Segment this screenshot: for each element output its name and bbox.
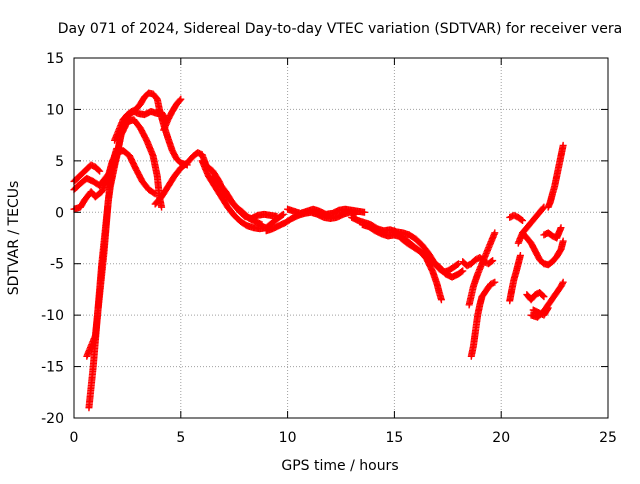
series-track-17 bbox=[465, 229, 499, 309]
data-point-marker bbox=[539, 292, 547, 300]
series-track-25 bbox=[523, 289, 548, 304]
data-point-marker bbox=[491, 229, 499, 237]
series-track-7 bbox=[160, 95, 185, 134]
series-track-12 bbox=[284, 205, 368, 218]
data-point-marker bbox=[273, 212, 281, 220]
data-point-marker bbox=[488, 257, 496, 265]
x-tick-label: 25 bbox=[599, 430, 617, 446]
y-tick-label: 5 bbox=[55, 154, 64, 170]
data-point-marker bbox=[458, 268, 466, 276]
data-point-marker bbox=[459, 267, 467, 275]
data-point-marker bbox=[454, 260, 462, 268]
y-tick-label: 15 bbox=[46, 51, 64, 67]
series-track-18 bbox=[467, 278, 499, 360]
series-track-22 bbox=[519, 229, 567, 269]
data-point-marker bbox=[559, 141, 567, 149]
data-point-marker bbox=[540, 293, 548, 301]
data-point-marker bbox=[544, 304, 552, 312]
data-point-marker bbox=[279, 210, 287, 218]
series-track-15 bbox=[390, 227, 467, 281]
series-track-24 bbox=[540, 224, 565, 242]
y-tick-label: -10 bbox=[41, 308, 64, 324]
tick-layer: 0 5 10 15 20 25 -20 -15 -10 -5 0 5 10 15 bbox=[41, 51, 617, 446]
data-point-marker bbox=[177, 95, 185, 103]
x-tick-label: 5 bbox=[176, 430, 185, 446]
data-point-marker bbox=[559, 278, 567, 286]
x-axis-label: GPS time / hours bbox=[281, 458, 398, 474]
data-point-marker bbox=[150, 189, 158, 197]
x-tick-label: 15 bbox=[385, 430, 403, 446]
x-tick-label: 20 bbox=[492, 430, 510, 446]
y-tick-label: 10 bbox=[46, 102, 64, 118]
data-point-marker bbox=[558, 280, 566, 288]
chart-title: Day 071 of 2024, Sidereal Day-to-day VTE… bbox=[58, 21, 622, 37]
data-point-marker bbox=[489, 257, 497, 265]
y-axis-label: SDTVAR / TECUs bbox=[6, 181, 22, 296]
y-tick-label: -15 bbox=[41, 360, 64, 376]
data-point-marker bbox=[559, 237, 567, 245]
data-point-marker bbox=[437, 296, 445, 304]
data-point-marker bbox=[176, 96, 184, 104]
series-track-4 bbox=[70, 161, 104, 185]
data-point-marker bbox=[360, 208, 368, 216]
data-point-marker bbox=[278, 211, 286, 219]
data-point-marker bbox=[519, 217, 527, 225]
data-point-marker bbox=[557, 224, 565, 232]
series-track-27 bbox=[529, 304, 552, 319]
y-tick-label: -20 bbox=[41, 411, 64, 427]
y-tick-label: 0 bbox=[55, 205, 64, 221]
series-track-10 bbox=[209, 172, 281, 222]
data-point-marker bbox=[158, 203, 166, 211]
data-point-marker bbox=[491, 278, 499, 286]
data-point-marker bbox=[95, 166, 103, 174]
data-layer bbox=[70, 89, 567, 412]
x-tick-label: 0 bbox=[70, 430, 79, 446]
data-point-marker bbox=[516, 251, 524, 259]
plot-frame bbox=[73, 57, 609, 419]
data-point-marker bbox=[453, 260, 461, 268]
series-track-23 bbox=[544, 141, 567, 211]
data-point-marker bbox=[96, 167, 104, 175]
series-track-20 bbox=[506, 251, 524, 305]
data-point-marker bbox=[539, 204, 547, 212]
data-point-marker bbox=[543, 305, 551, 313]
data-point-marker bbox=[517, 216, 525, 224]
series-track-19 bbox=[506, 211, 527, 225]
x-tick-label: 10 bbox=[279, 430, 297, 446]
y-tick-label: -5 bbox=[50, 257, 64, 273]
